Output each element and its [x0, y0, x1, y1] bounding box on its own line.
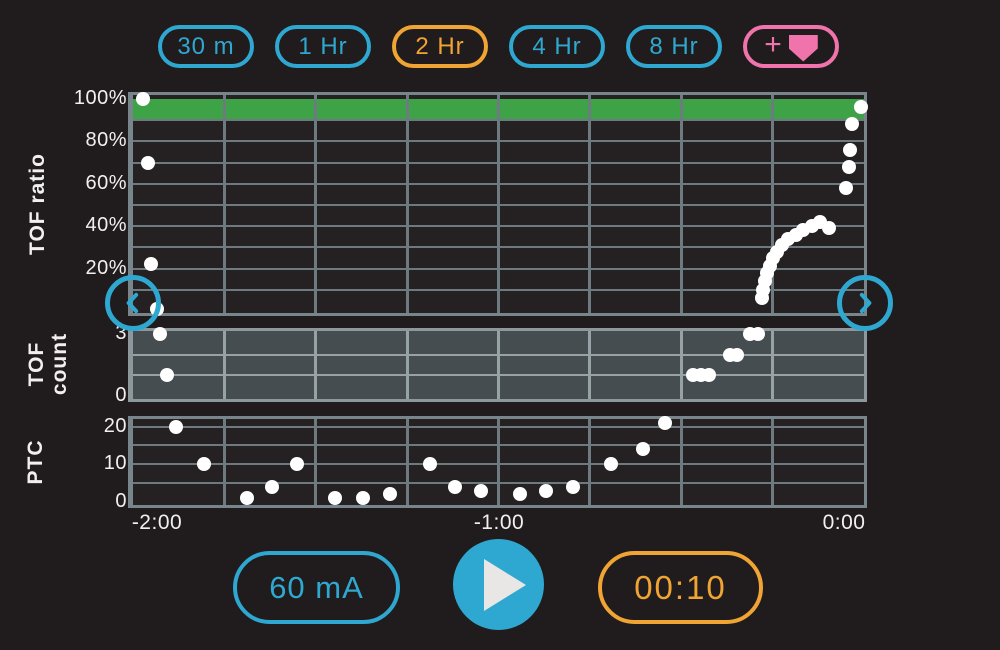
- data-point: [657, 415, 672, 430]
- v-gridline: [497, 331, 500, 399]
- data-point: [196, 457, 211, 472]
- data-point: [842, 142, 857, 157]
- v-gridline: [497, 419, 500, 505]
- data-point: [702, 368, 717, 383]
- data-point: [290, 457, 305, 472]
- scroll-right-button[interactable]: [837, 275, 893, 331]
- data-point: [448, 479, 463, 494]
- v-gridline: [405, 419, 409, 505]
- data-point: [842, 159, 857, 174]
- data-point: [328, 491, 343, 506]
- v-gridline: [588, 95, 592, 313]
- data-point: [423, 457, 438, 472]
- y-tick-label: 20: [103, 414, 127, 437]
- x-tick-label: 0:00: [822, 511, 866, 534]
- range-button-4hr[interactable]: 4 Hr: [509, 25, 605, 68]
- y-tick-label: 0: [115, 384, 127, 406]
- v-gridline: [405, 331, 409, 399]
- range-button-30m[interactable]: 30 m: [158, 25, 254, 68]
- chevron-right-icon: [850, 288, 880, 318]
- data-point: [751, 327, 765, 341]
- plus-icon: +: [764, 28, 782, 61]
- add-marker-button[interactable]: +: [743, 25, 839, 68]
- data-point: [512, 487, 527, 502]
- data-point: [635, 442, 650, 457]
- y-tick-label: 100%: [73, 87, 127, 109]
- data-point: [822, 221, 837, 236]
- play-button[interactable]: [453, 539, 544, 630]
- data-point: [566, 479, 581, 494]
- v-gridline: [222, 331, 226, 399]
- y-tick-label: 0: [115, 490, 127, 512]
- scroll-left-button[interactable]: [105, 275, 161, 331]
- time-range-toolbar: 30 m 1 Hr 2 Hr 4 Hr 8 Hr +: [158, 25, 839, 68]
- v-gridline: [771, 95, 775, 313]
- data-point: [265, 479, 280, 494]
- v-gridline: [405, 95, 409, 313]
- v-gridline: [771, 419, 775, 505]
- chevron-left-icon: [118, 288, 148, 318]
- marker-pentagon-icon: [788, 34, 818, 62]
- data-point: [135, 92, 150, 106]
- y-tick-label: 60%: [85, 171, 127, 194]
- data-point: [729, 347, 744, 362]
- y-tick-label: 20%: [85, 256, 127, 279]
- data-point: [356, 491, 371, 506]
- data-point: [853, 100, 868, 115]
- v-gridline: [497, 95, 500, 313]
- v-gridline: [222, 95, 226, 313]
- range-button-2hr[interactable]: 2 Hr: [392, 25, 488, 68]
- measurement-timer-button[interactable]: 00:10: [598, 551, 763, 624]
- measurement-timer-value: 00:10: [634, 568, 727, 606]
- stimulation-current-button[interactable]: 60 mA: [233, 551, 400, 624]
- v-gridline: [771, 331, 775, 399]
- v-gridline: [314, 419, 318, 505]
- x-tick-label: -2:00: [131, 511, 183, 534]
- data-point: [144, 257, 159, 272]
- data-point: [383, 487, 398, 502]
- v-gridline: [314, 331, 318, 399]
- v-gridline: [679, 95, 683, 313]
- data-point: [838, 181, 853, 196]
- v-gridline: [679, 331, 683, 399]
- stimulation-current-value: 60 mA: [269, 569, 364, 605]
- v-gridline: [222, 419, 226, 505]
- y-tick-label: 10: [103, 452, 127, 475]
- range-button-1hr[interactable]: 1 Hr: [275, 25, 371, 68]
- v-gridline: [588, 331, 592, 399]
- data-point: [169, 419, 184, 434]
- v-gridline: [679, 419, 683, 505]
- data-point: [159, 368, 174, 383]
- v-gridline: [588, 419, 592, 505]
- range-button-8hr[interactable]: 8 Hr: [626, 25, 722, 68]
- data-point: [845, 117, 860, 132]
- data-point: [141, 155, 156, 170]
- y-tick-label: 80%: [85, 129, 127, 152]
- data-point: [239, 491, 254, 506]
- y-tick-label: 40%: [85, 214, 127, 237]
- data-point: [539, 483, 553, 498]
- play-icon: [483, 558, 526, 611]
- v-gridline: [314, 95, 318, 313]
- data-point: [473, 483, 488, 498]
- data-point: [604, 457, 619, 472]
- x-tick-label: -1:00: [473, 511, 525, 534]
- data-point: [152, 327, 167, 341]
- y-tick-label: 3: [115, 322, 127, 344]
